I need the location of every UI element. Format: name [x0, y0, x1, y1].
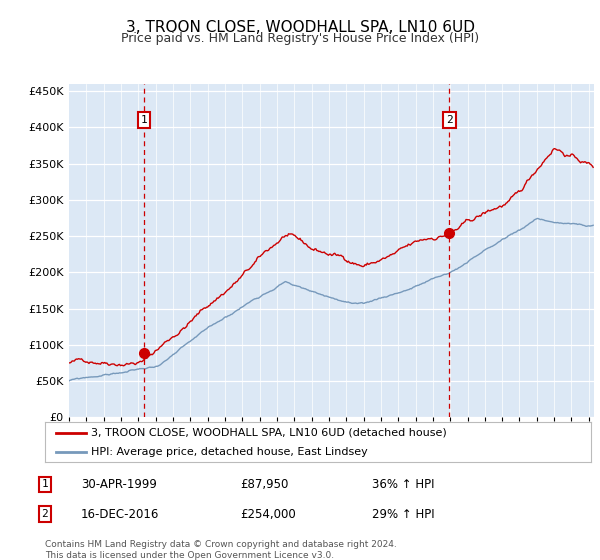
- Text: 30-APR-1999: 30-APR-1999: [81, 478, 157, 491]
- Text: 2: 2: [446, 115, 453, 125]
- Text: 3, TROON CLOSE, WOODHALL SPA, LN10 6UD (detached house): 3, TROON CLOSE, WOODHALL SPA, LN10 6UD (…: [91, 428, 447, 438]
- Text: £87,950: £87,950: [240, 478, 289, 491]
- Text: 29% ↑ HPI: 29% ↑ HPI: [372, 507, 434, 521]
- Text: 3, TROON CLOSE, WOODHALL SPA, LN10 6UD: 3, TROON CLOSE, WOODHALL SPA, LN10 6UD: [125, 20, 475, 35]
- Text: Price paid vs. HM Land Registry's House Price Index (HPI): Price paid vs. HM Land Registry's House …: [121, 32, 479, 45]
- Text: 2: 2: [41, 509, 49, 519]
- Text: 1: 1: [140, 115, 148, 125]
- Text: 16-DEC-2016: 16-DEC-2016: [81, 507, 160, 521]
- Text: £254,000: £254,000: [240, 507, 296, 521]
- Text: 36% ↑ HPI: 36% ↑ HPI: [372, 478, 434, 491]
- Text: HPI: Average price, detached house, East Lindsey: HPI: Average price, detached house, East…: [91, 446, 368, 456]
- Text: 1: 1: [41, 479, 49, 489]
- Text: Contains HM Land Registry data © Crown copyright and database right 2024.
This d: Contains HM Land Registry data © Crown c…: [45, 540, 397, 560]
